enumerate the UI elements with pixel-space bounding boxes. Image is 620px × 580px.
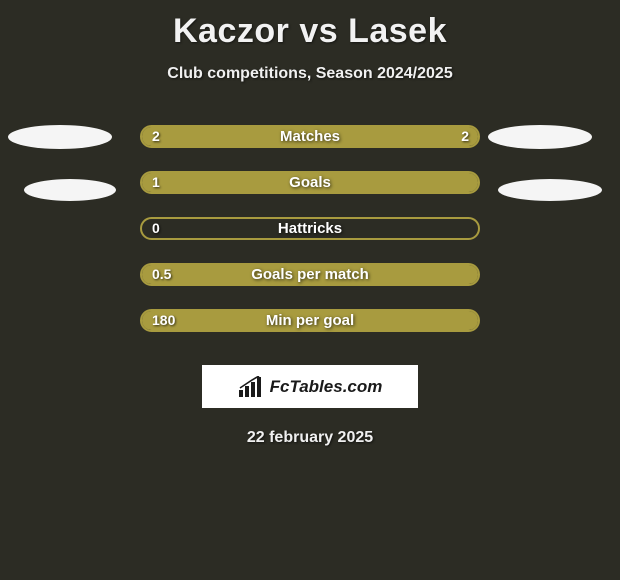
stat-value-left: 180 xyxy=(152,309,175,332)
date-label: 22 february 2025 xyxy=(247,429,373,447)
stat-value-left: 2 xyxy=(152,125,160,148)
stat-label: Hattricks xyxy=(278,217,342,240)
player-ellipse xyxy=(24,179,116,201)
stat-row: 180 Min per goal xyxy=(0,309,620,332)
stat-value-left: 1 xyxy=(152,171,160,194)
player-ellipse xyxy=(8,125,112,149)
stat-value-right: 2 xyxy=(461,125,469,148)
stats-rows: 2 2 Matches 1 Goals 0 Hattricks 0.5 Goals per ma… xyxy=(0,125,620,332)
stat-label: Matches xyxy=(280,125,340,148)
player-ellipse xyxy=(488,125,592,149)
stat-row: 0 Hattricks xyxy=(0,217,620,240)
barchart-icon xyxy=(238,376,264,398)
page-title: Kaczor vs Lasek xyxy=(173,12,447,51)
stat-label: Goals per match xyxy=(251,263,369,286)
brand-text: FcTables.com xyxy=(270,377,383,397)
stat-label: Goals xyxy=(289,171,331,194)
subtitle: Club competitions, Season 2024/2025 xyxy=(167,65,452,83)
stat-label: Min per goal xyxy=(266,309,354,332)
player-ellipse xyxy=(498,179,602,201)
stat-value-left: 0 xyxy=(152,217,160,240)
stat-row: 0.5 Goals per match xyxy=(0,263,620,286)
stat-value-left: 0.5 xyxy=(152,263,171,286)
comparison-card: Kaczor vs Lasek Club competitions, Seaso… xyxy=(0,0,620,447)
brand-badge: FcTables.com xyxy=(202,365,418,408)
